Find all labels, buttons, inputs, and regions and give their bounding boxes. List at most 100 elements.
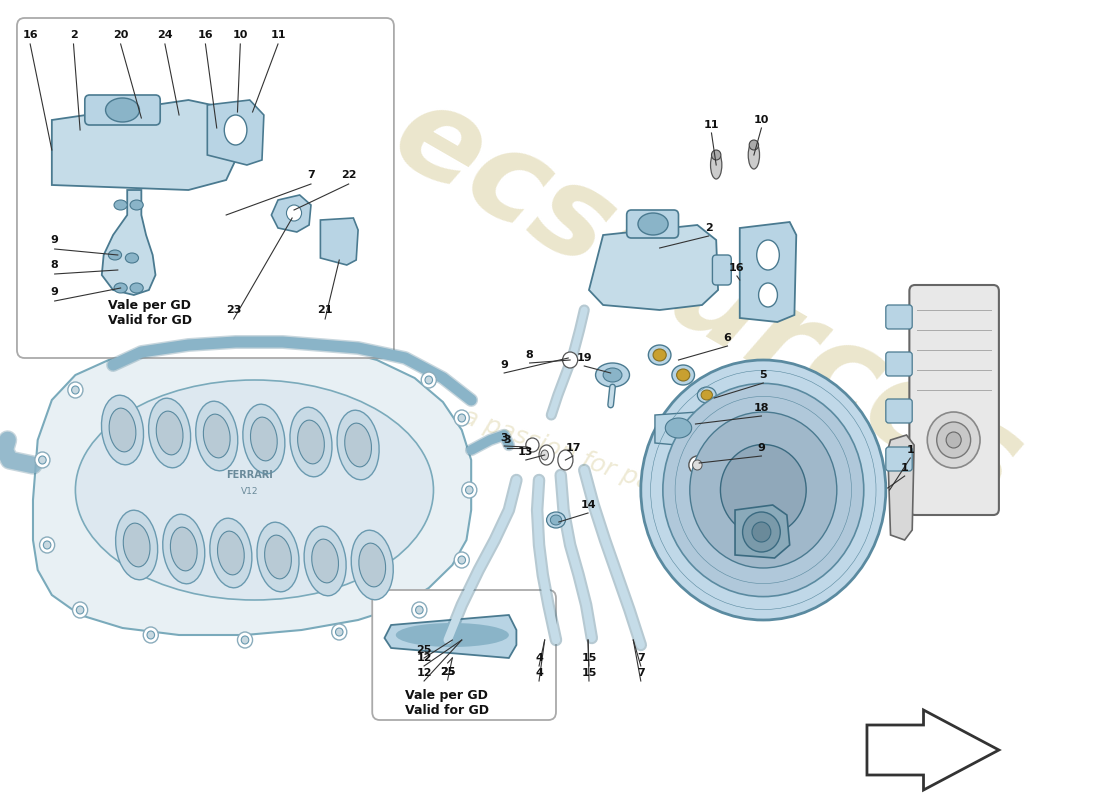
Circle shape (641, 360, 886, 620)
Ellipse shape (210, 518, 252, 588)
Ellipse shape (147, 631, 154, 639)
Ellipse shape (196, 402, 238, 470)
FancyBboxPatch shape (713, 255, 732, 285)
Circle shape (690, 412, 837, 568)
Text: 24: 24 (157, 30, 173, 40)
Circle shape (663, 383, 864, 597)
Ellipse shape (550, 515, 562, 525)
Text: 21: 21 (318, 305, 333, 315)
Text: 25: 25 (440, 667, 455, 677)
Circle shape (927, 412, 980, 468)
Polygon shape (385, 615, 516, 658)
Text: 15: 15 (581, 653, 596, 663)
Polygon shape (52, 100, 245, 190)
Ellipse shape (204, 414, 230, 458)
Ellipse shape (595, 363, 629, 387)
Polygon shape (33, 345, 471, 635)
FancyBboxPatch shape (85, 95, 161, 125)
Text: 11: 11 (704, 120, 719, 130)
FancyBboxPatch shape (910, 285, 999, 515)
Ellipse shape (638, 213, 668, 235)
Ellipse shape (218, 531, 244, 575)
Ellipse shape (130, 283, 143, 293)
Text: 2: 2 (705, 223, 713, 233)
Ellipse shape (337, 410, 379, 480)
Text: 16: 16 (22, 30, 38, 40)
Text: 9: 9 (51, 287, 58, 297)
FancyBboxPatch shape (886, 447, 912, 471)
Text: 9: 9 (51, 235, 58, 245)
Ellipse shape (458, 556, 465, 564)
Text: 8: 8 (526, 350, 534, 360)
Polygon shape (735, 505, 790, 558)
Text: 13: 13 (518, 447, 534, 457)
Ellipse shape (125, 253, 139, 263)
Text: 23: 23 (226, 305, 241, 315)
Polygon shape (320, 218, 359, 265)
Ellipse shape (40, 537, 55, 553)
Text: ecsources: ecsources (372, 72, 1042, 528)
Ellipse shape (648, 345, 671, 365)
Text: 17: 17 (565, 443, 581, 453)
Ellipse shape (332, 624, 346, 640)
Ellipse shape (123, 523, 150, 567)
Ellipse shape (539, 445, 554, 465)
Ellipse shape (653, 349, 667, 361)
Text: 8: 8 (51, 260, 58, 270)
Text: V12: V12 (241, 487, 258, 497)
Ellipse shape (109, 408, 136, 452)
Ellipse shape (286, 205, 301, 221)
Text: 6: 6 (724, 333, 732, 343)
Ellipse shape (752, 522, 771, 542)
Text: Valid for GD: Valid for GD (109, 314, 192, 326)
Ellipse shape (114, 200, 128, 210)
Text: 14: 14 (580, 500, 596, 510)
Polygon shape (102, 190, 155, 295)
Text: 19: 19 (576, 353, 592, 363)
Text: 11: 11 (271, 30, 286, 40)
Ellipse shape (689, 456, 706, 474)
Ellipse shape (72, 386, 79, 394)
Ellipse shape (163, 514, 205, 584)
Ellipse shape (76, 380, 433, 600)
Ellipse shape (748, 141, 759, 169)
FancyBboxPatch shape (16, 18, 394, 358)
Text: 7: 7 (637, 653, 645, 663)
Ellipse shape (257, 522, 299, 592)
Ellipse shape (43, 541, 51, 549)
Ellipse shape (241, 636, 249, 644)
Ellipse shape (351, 530, 394, 600)
Ellipse shape (396, 623, 509, 647)
Text: 4: 4 (535, 653, 543, 663)
Ellipse shape (68, 382, 82, 398)
Ellipse shape (416, 606, 424, 614)
Ellipse shape (311, 539, 339, 583)
Polygon shape (272, 195, 311, 232)
Ellipse shape (106, 98, 140, 122)
Ellipse shape (114, 283, 128, 293)
Ellipse shape (425, 376, 432, 384)
Ellipse shape (712, 150, 720, 160)
Text: 25: 25 (417, 645, 431, 655)
Text: 7: 7 (637, 668, 645, 678)
Text: 9: 9 (500, 360, 508, 370)
FancyBboxPatch shape (627, 210, 679, 238)
Ellipse shape (558, 450, 573, 470)
Ellipse shape (116, 510, 157, 580)
Ellipse shape (711, 151, 722, 179)
Ellipse shape (224, 115, 246, 145)
Ellipse shape (603, 368, 622, 382)
Text: 4: 4 (535, 668, 543, 678)
Ellipse shape (421, 372, 437, 388)
Polygon shape (588, 225, 718, 310)
Ellipse shape (666, 418, 692, 438)
Ellipse shape (759, 283, 778, 307)
Text: 16: 16 (729, 263, 745, 273)
Ellipse shape (454, 552, 470, 568)
Ellipse shape (304, 526, 346, 596)
Text: 3: 3 (500, 433, 508, 443)
Text: a passion for parts since 1985: a passion for parts since 1985 (459, 404, 823, 556)
Ellipse shape (701, 390, 713, 400)
Polygon shape (867, 710, 999, 790)
Circle shape (946, 432, 961, 448)
